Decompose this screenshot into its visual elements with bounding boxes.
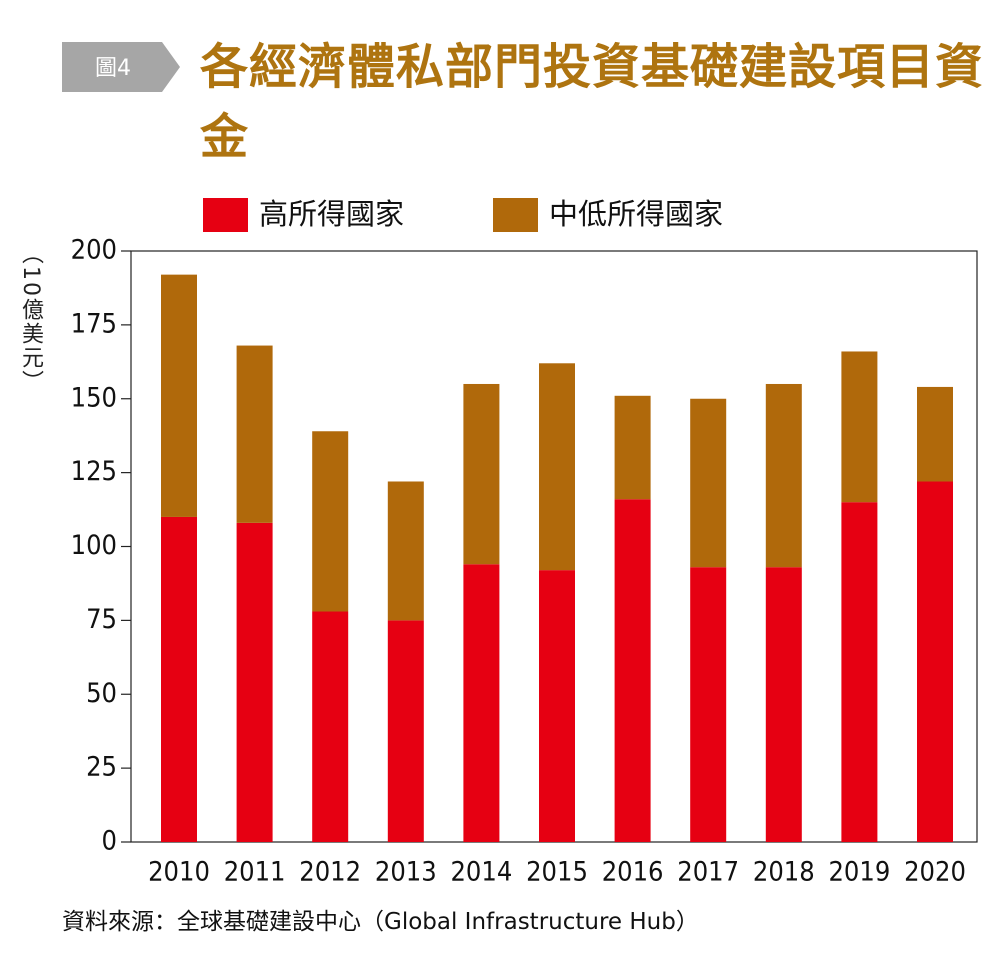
bar-segment xyxy=(539,570,575,842)
bar-segment xyxy=(387,481,424,621)
y-tick-label: 200 xyxy=(71,235,117,266)
x-tick-label: 2015 xyxy=(526,857,588,888)
bar-segment xyxy=(841,502,878,842)
bar-segment xyxy=(614,395,651,500)
y-tick-label: 150 xyxy=(71,382,117,413)
x-tick-label: 2010 xyxy=(148,857,210,888)
bar-segment xyxy=(161,274,197,517)
bar-segment xyxy=(312,611,349,842)
source: 資料來源：全球基礎建設中心（Global Infrastructure Hub） xyxy=(62,909,699,935)
bar-segment xyxy=(765,567,802,842)
bar-segment xyxy=(161,516,197,842)
legend-swatch xyxy=(203,198,248,232)
x-tick-label: 2011 xyxy=(224,857,286,888)
chart-title: 各經濟體私部門投資基礎建設項目資金 xyxy=(200,39,985,165)
bar-segment xyxy=(841,351,878,503)
badge xyxy=(62,42,180,92)
bar-segment xyxy=(236,522,273,842)
bar-segment xyxy=(463,383,500,565)
bar-segment xyxy=(539,363,575,571)
badge-label: 圖4 xyxy=(95,56,131,81)
bar-segment xyxy=(690,398,727,568)
x-tick-label: 2013 xyxy=(375,857,437,888)
x-tick-label: 2012 xyxy=(299,857,361,888)
y-tick-label: 0 xyxy=(102,826,117,857)
legend-label: 中低所得國家 xyxy=(549,197,723,231)
bar-segment xyxy=(387,620,424,842)
y-axis-label: （10億美元） xyxy=(18,242,43,394)
x-tick-label: 2018 xyxy=(753,857,815,888)
y-tick-label: 175 xyxy=(71,308,117,339)
y-tick-label: 125 xyxy=(71,456,117,487)
bar-segment xyxy=(614,499,651,842)
bar-segment xyxy=(236,345,273,523)
y-tick-label: 75 xyxy=(86,604,117,635)
chart: 0 25 50 75 100 125 150 175 200 高所得國家 中低所得國家 2010 201… xyxy=(71,197,978,888)
bar-segment xyxy=(312,431,349,612)
y-tick-label: 100 xyxy=(71,530,117,561)
bar-segment xyxy=(765,383,802,568)
bar-segment xyxy=(463,564,500,842)
legend-label: 高所得國家 xyxy=(259,197,404,231)
x-tick-label: 2016 xyxy=(602,857,664,888)
y-tick-label: 50 xyxy=(86,678,117,709)
bar-segment xyxy=(917,481,953,842)
x-tick-label: 2014 xyxy=(450,857,512,888)
bar-segment xyxy=(690,567,727,842)
x-tick-label: 2020 xyxy=(904,857,966,888)
x-tick-label: 2017 xyxy=(677,857,739,888)
bar-segment xyxy=(917,386,953,482)
x-tick-label: 2019 xyxy=(828,857,890,888)
legend-swatch xyxy=(493,198,538,232)
y-tick-label: 25 xyxy=(86,752,117,783)
